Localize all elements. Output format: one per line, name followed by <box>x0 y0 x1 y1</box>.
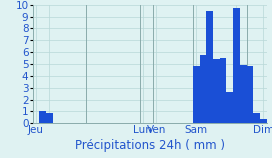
Bar <box>227 92 233 123</box>
Bar <box>39 111 46 123</box>
Bar <box>46 113 53 123</box>
Bar <box>233 8 240 123</box>
Bar <box>206 11 213 123</box>
Bar <box>193 66 200 123</box>
Bar <box>260 118 267 123</box>
Bar <box>246 66 253 123</box>
Bar <box>200 55 206 123</box>
Bar <box>253 113 260 123</box>
Bar <box>213 59 220 123</box>
X-axis label: Précipitations 24h ( mm ): Précipitations 24h ( mm ) <box>75 139 225 152</box>
Bar <box>240 65 246 123</box>
Bar <box>220 58 227 123</box>
